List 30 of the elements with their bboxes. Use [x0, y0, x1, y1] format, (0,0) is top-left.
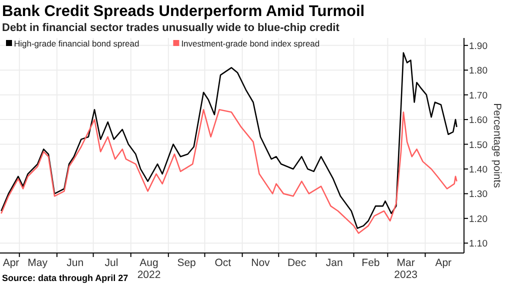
legend-label: High-grade financial bond spread [14, 38, 140, 48]
legend-label: Investment-grade bond index spread [181, 38, 320, 48]
y-tick-label: 1.20 [469, 214, 488, 225]
source-note: Source: data through April 27 [2, 273, 128, 283]
y-tick-label: 1.30 [469, 189, 488, 200]
line-series [0, 109, 458, 234]
y-tick-label: 1.90 [469, 40, 488, 52]
y-tick-label: 1.60 [469, 115, 488, 126]
chart-title: Bank Credit Spreads Underperform Amid Turmoil [2, 3, 365, 20]
x-tick-label: Oct [214, 257, 232, 269]
line-series [0, 52, 458, 229]
x-tick-label: Dec [287, 257, 306, 269]
x-tick-label: Jan [326, 257, 343, 269]
x-tick-label: Sep [177, 257, 196, 269]
chart-subtitle: Debt in financial sector trades unusually wide to blue-chip credit [2, 22, 340, 34]
x-tick-label: Jun [66, 257, 84, 269]
x-tick-label: Aug 2022 [137, 257, 161, 281]
y-tick-label: 1.70 [469, 90, 488, 102]
y-axis-title: Percentage points [491, 103, 503, 188]
y-tick-label: 1.80 [469, 66, 488, 77]
y-tick-label: 1.50 [469, 140, 488, 151]
x-tick-label: Apr [435, 257, 452, 269]
x-tick-label: May [28, 257, 48, 269]
y-tick-label: 1.10 [469, 238, 488, 250]
x-tick-label: Jul [104, 257, 118, 269]
x-tick-label: Nov [251, 257, 271, 269]
x-tick-label: Mar 2023 [394, 257, 418, 281]
x-tick-label: Feb [362, 257, 380, 269]
y-tick-label: 1.40 [469, 164, 488, 176]
x-tick-label: Apr [2, 257, 20, 269]
